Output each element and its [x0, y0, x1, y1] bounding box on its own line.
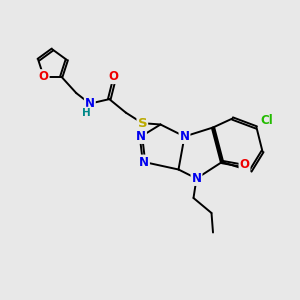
Text: O: O	[109, 70, 119, 83]
Text: N: N	[179, 130, 190, 143]
Text: N: N	[139, 155, 149, 169]
Text: N: N	[191, 172, 202, 185]
Text: N: N	[85, 97, 95, 110]
Text: N: N	[136, 130, 146, 143]
Text: O: O	[239, 158, 250, 172]
Text: H: H	[82, 108, 90, 118]
Text: S: S	[137, 117, 147, 130]
Text: O: O	[39, 70, 49, 83]
Text: Cl: Cl	[261, 113, 273, 127]
